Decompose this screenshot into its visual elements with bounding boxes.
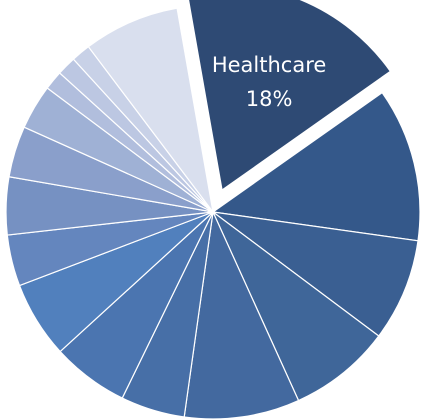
pie-slices [5, 0, 421, 419]
pie-slice-healthcare [187, 0, 393, 193]
slice-label-name: Healthcare [212, 53, 326, 77]
pie-slice-4 [212, 211, 380, 402]
pie-slice-2 [211, 91, 421, 242]
pie-slice-5 [183, 209, 300, 419]
slice-label-value: 18% [246, 87, 293, 111]
pie-slice-3 [212, 211, 419, 337]
pie-labels: Healthcare 18% [212, 53, 326, 111]
pie-slice-16 [87, 7, 214, 213]
